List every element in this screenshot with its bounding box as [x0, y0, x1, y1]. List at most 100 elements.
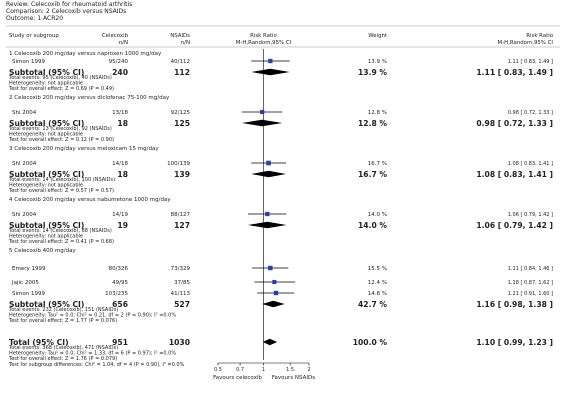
subtotal-note: Total events: 14 (Celecoxib), 88 (NSAIDs… [8, 228, 112, 234]
study-events-exp: 14/19 [112, 212, 128, 218]
study-name: Emery 1999 [12, 266, 46, 272]
study-ci-text: 1.21 [ 0.91, 1.60 ] [508, 291, 553, 297]
subgroup-title: 2 Celecoxib 200 mg/day versus diclofenac… [9, 95, 170, 101]
subtotal-weight: 12.8 % [358, 119, 387, 128]
total-ci-text: 1.10 [ 0.99, 1.23 ] [476, 338, 553, 347]
subtotal-diamond [251, 170, 287, 178]
subtotal-n-ctrl: 125 [174, 119, 190, 128]
review-title: Review: Celecoxib for rheumatoid arthrit… [6, 1, 133, 8]
study-weight: 16.7 % [368, 161, 387, 167]
subtotal-diamond [251, 68, 290, 76]
subtotal-n-ctrl: 527 [174, 300, 190, 309]
subtotal-label: Subtotal (95% CI) [9, 170, 84, 179]
total-n-ctrl: 1030 [169, 338, 190, 347]
subtotal-note: Heterogeneity: not applicable [9, 234, 83, 240]
study-ci-text: 1.18 [ 0.87, 1.62 ] [508, 280, 553, 286]
subtotal-label: Subtotal (95% CI) [9, 221, 84, 230]
subtotal-ci-text: 1.11 [ 0.83, 1.49 ] [476, 68, 553, 77]
study-events-exp: 80/326 [109, 266, 129, 272]
study-ci-text: 1.08 [ 0.83, 1.41 ] [508, 161, 553, 167]
subtotal-note: Heterogeneity: not applicable [9, 183, 83, 189]
subtotal-weight: 14.0 % [358, 221, 387, 230]
total-note: Test for overall effect: Z = 1.76 (P = 0… [8, 356, 117, 362]
outcome-title: Outcome: 1 ACR20 [6, 15, 64, 22]
subtotal-note: Total events: 13 (Celecoxib), 92 (NSAIDs… [8, 126, 112, 132]
subtotal-note: Test for overall effect: Z = 0.57 (P = 0… [8, 188, 114, 194]
study-ci-text: 0.98 [ 0.72, 1.33 ] [508, 110, 553, 116]
x-axis-tick-label: 0.5 [214, 367, 222, 373]
study-name: Shi 2004 [12, 110, 37, 116]
subtotal-note: Heterogeneity: Tau² = 0.0; Chi² = 0.21, … [9, 313, 176, 319]
subtotal-note: Total events: 232 (Celecoxib), 151 (NSAI… [8, 307, 118, 313]
subtotal-n-exp: 656 [112, 300, 128, 309]
total-note: Test for subgroup differences: Chi² = 1.… [8, 362, 185, 368]
study-events-ctrl: 41/113 [171, 291, 191, 297]
study-point-estimate [273, 290, 279, 296]
study-events-ctrl: 100/139 [167, 161, 190, 167]
subtotal-note: Heterogeneity: not applicable [9, 81, 83, 87]
subtotal-n-exp: 19 [117, 221, 128, 230]
subtotal-note: Total events: 14 (Celecoxib), 100 (NSAID… [8, 177, 115, 183]
study-events-exp: 95/240 [109, 59, 129, 65]
favours-left-label: Favours celecoxib [213, 375, 262, 381]
subgroup-title: 4 Celecoxib 200 mg/day versus nabumetone… [9, 197, 171, 203]
subtotal-n-exp: 240 [112, 68, 128, 77]
study-name: Shi 2004 [12, 161, 37, 167]
subtotal-n-exp: 18 [117, 119, 128, 128]
subtotal-note: Test for overall effect: Z = 1.77 (P = 0… [8, 318, 117, 324]
subtotal-ci-text: 1.06 [ 0.79, 1.42 ] [476, 221, 553, 230]
subgroup-title: 1 Celecoxib 200 mg/day versus naproxen 1… [9, 51, 162, 57]
subtotal-note: Total events: 95 (Celecoxib), 40 (NSAIDs… [8, 75, 112, 81]
total-weight: 100.0 % [353, 338, 388, 347]
study-events-ctrl: 40/112 [171, 59, 190, 65]
column-study-header: Study or subgroup [9, 33, 59, 39]
column-ctrl-subheader: n/N [181, 40, 190, 46]
subgroup-title: 3 Celecoxib 200 mg/day versus meloxicam … [9, 146, 159, 152]
study-events-exp: 49/95 [112, 280, 128, 286]
subtotal-n-ctrl: 127 [174, 221, 190, 230]
column-ctrl-header: NSAIDs [170, 33, 190, 39]
subtotal-ci-text: 1.08 [ 0.83, 1.41 ] [476, 170, 553, 179]
column-rr-header: Risk Ratio [526, 33, 553, 39]
subtotal-note: Test for overall effect: Z = 0.69 (P = 0… [8, 86, 114, 92]
study-events-exp: 103/235 [105, 291, 128, 297]
study-weight: 12.8 % [368, 110, 387, 116]
subtotal-n-ctrl: 112 [174, 68, 190, 77]
subtotal-weight: 16.7 % [358, 170, 387, 179]
study-weight: 12.4 % [368, 280, 387, 286]
study-point-estimate [260, 109, 265, 115]
study-point-estimate [268, 265, 273, 271]
column-exp-header: Celecoxib [102, 33, 129, 39]
study-ci-text: 1.06 [ 0.79, 1.42 ] [508, 212, 553, 218]
study-point-estimate [266, 160, 271, 166]
study-point-estimate [272, 279, 277, 285]
x-axis-tick-label: 2 [307, 367, 310, 373]
subtotal-label: Subtotal (95% CI) [9, 300, 84, 309]
x-axis-tick-label: 0.7 [236, 367, 244, 373]
subgroup-title: 5 Celecoxib 400 mg/day [9, 248, 76, 254]
x-axis-tick-label: 1.5 [286, 367, 294, 373]
subtotal-label: Subtotal (95% CI) [9, 68, 84, 77]
study-weight: 15.5 % [368, 266, 387, 272]
column-rr-method: M-H,Random,95% CI [498, 40, 554, 46]
favours-right-label: Favours NSAIDs [272, 375, 315, 381]
total-note: Total events: 368 (Celecoxib), 471 (NSAI… [8, 345, 118, 351]
total-note: Heterogeneity: Tau² = 0.0; Chi² = 1.33, … [9, 351, 176, 357]
study-events-exp: 13/18 [112, 110, 128, 116]
subtotal-diamond [262, 300, 285, 308]
study-events-ctrl: 92/125 [171, 110, 191, 116]
study-weight: 14.0 % [368, 212, 387, 218]
study-events-ctrl: 73/329 [171, 266, 191, 272]
study-point-estimate [268, 58, 273, 64]
study-name: Simon 1999 [12, 291, 45, 297]
subtotal-note: Test for overall effect: Z = 0.41 (P = 0… [8, 239, 114, 245]
study-point-estimate [265, 211, 270, 217]
x-axis-tick-label: 1 [262, 367, 265, 373]
total-label: Total (95% CI) [9, 338, 69, 347]
subtotal-note: Heterogeneity: not applicable [9, 132, 83, 138]
subtotal-weight: 42.7 % [358, 300, 387, 309]
subtotal-ci-text: 0.98 [ 0.72, 1.33 ] [476, 119, 553, 128]
study-weight: 14.8 % [368, 291, 387, 297]
subtotal-diamond [241, 119, 283, 127]
study-events-exp: 14/18 [112, 161, 128, 167]
